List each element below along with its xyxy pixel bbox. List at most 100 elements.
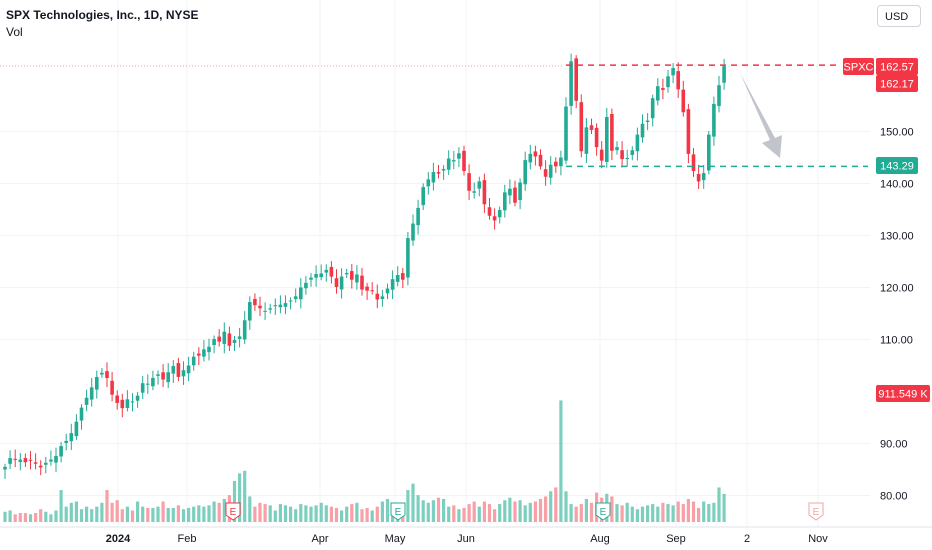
- candle-body: [151, 377, 155, 387]
- candle-body: [625, 158, 629, 160]
- volume-bar: [385, 498, 390, 522]
- volume-bar: [340, 510, 344, 522]
- chart-title: SPX Technologies, Inc., 1D, NYSE: [6, 8, 199, 22]
- price-tags: SPXC 162.57 162.17 143.29 911.549 K: [843, 58, 930, 402]
- volume-bar: [345, 506, 349, 522]
- candle-body: [416, 207, 420, 226]
- candle-body: [533, 151, 538, 157]
- volume-bar: [472, 501, 476, 522]
- candle-body: [528, 153, 533, 163]
- volume-bar: [702, 501, 706, 522]
- candle-body: [263, 310, 267, 312]
- candle-body: [696, 174, 701, 182]
- candle-body: [288, 300, 293, 302]
- currency-button[interactable]: USD: [877, 5, 921, 27]
- volume-bar: [319, 502, 323, 522]
- candle-body: [385, 288, 390, 294]
- volume-bar: [243, 470, 247, 522]
- candle-body: [3, 466, 7, 470]
- candle-body: [105, 371, 109, 378]
- volume-bar: [712, 502, 716, 522]
- spxc-price-label: 162.57: [880, 62, 914, 74]
- candle-body: [543, 169, 548, 177]
- volume-bar: [59, 490, 63, 522]
- candle-body: [390, 279, 395, 290]
- candle-body: [319, 273, 323, 278]
- volume-bar: [467, 504, 471, 522]
- volume-bar: [314, 505, 318, 522]
- candle-body: [222, 331, 227, 344]
- volume-bar: [176, 505, 180, 522]
- volume-bar: [697, 507, 701, 522]
- candle-body: [686, 109, 691, 154]
- candle-body: [237, 336, 242, 339]
- candle-body: [421, 187, 425, 206]
- candle-body: [487, 207, 492, 216]
- candle-body: [120, 399, 125, 409]
- volume-bar: [533, 501, 537, 522]
- volume-bar: [681, 504, 685, 522]
- candle-body: [146, 383, 150, 385]
- volume-bar: [110, 502, 114, 522]
- spxc-symbol-tag: [843, 58, 874, 75]
- spxc-symbol-label: SPXC: [844, 62, 874, 74]
- volume-bar: [156, 506, 160, 522]
- candle-body: [115, 395, 119, 403]
- volume-bar: [289, 506, 293, 522]
- candle-body: [671, 68, 675, 76]
- candle-body: [462, 150, 466, 172]
- candle-body: [273, 305, 278, 307]
- spxc-price-tag: [876, 58, 918, 75]
- candle-body: [135, 395, 140, 401]
- volume-bar: [130, 510, 135, 522]
- volume-tag-label: 911.549 K: [878, 389, 928, 401]
- volume-bar: [411, 483, 415, 522]
- candle-body: [656, 86, 660, 101]
- volume-bar: [666, 504, 670, 522]
- volume-bar: [722, 493, 726, 522]
- volume-bar: [589, 502, 594, 522]
- candle-body: [314, 273, 318, 278]
- candle-body: [712, 103, 716, 137]
- candle-body: [212, 338, 216, 346]
- candle-body: [477, 181, 482, 189]
- candle-body: [589, 125, 594, 130]
- candle-body: [615, 147, 619, 151]
- candle-body: [467, 173, 471, 191]
- volume-bar: [671, 505, 675, 522]
- candles: [3, 53, 726, 479]
- volume-bar: [482, 501, 486, 522]
- volume-bar: [493, 509, 497, 522]
- x-tick-label: Apr: [311, 533, 328, 545]
- y-tick-label: 120.00: [880, 283, 914, 295]
- candle-body: [44, 462, 48, 465]
- volume-bar: [95, 506, 99, 522]
- candle-body: [523, 160, 527, 185]
- prev-close-tag: [876, 75, 918, 92]
- volume-bar: [707, 504, 711, 522]
- candle-body: [559, 157, 563, 167]
- earnings-label: E: [395, 507, 402, 518]
- volume-bar: [380, 501, 384, 522]
- volume-bar: [447, 506, 451, 522]
- candle-body: [395, 275, 400, 282]
- candle-body: [707, 134, 711, 171]
- volume-bar: [528, 502, 532, 522]
- x-tick-label: Nov: [808, 533, 828, 545]
- candle-body: [350, 271, 354, 280]
- earnings-marker: E: [808, 502, 824, 521]
- candle-body: [258, 305, 262, 309]
- volume-bar: [13, 514, 17, 522]
- candle-body: [268, 308, 272, 310]
- projection-arrow: [740, 73, 782, 158]
- volume-bar: [518, 500, 522, 522]
- volume-bar: [462, 507, 466, 522]
- volume-bar: [646, 505, 650, 522]
- candle-body: [355, 274, 359, 283]
- candle-body: [401, 273, 405, 280]
- volume-bar: [212, 501, 216, 522]
- candle-body: [74, 421, 79, 437]
- candle-body: [681, 89, 686, 113]
- volume-bar: [49, 514, 53, 522]
